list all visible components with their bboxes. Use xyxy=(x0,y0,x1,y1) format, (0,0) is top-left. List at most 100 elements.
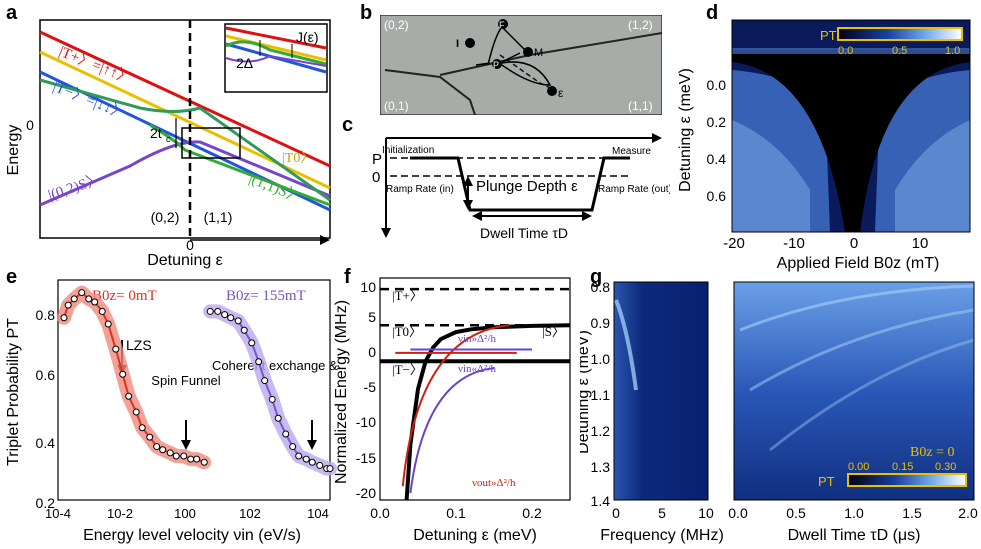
state-t0: |T0〉 xyxy=(282,150,314,166)
panel-e-chart: 0.4 0.2 0.6 0.8 10-4 10-2 100 102 104 Tr… xyxy=(5,279,338,544)
panel-b-label: b xyxy=(360,2,373,24)
f-ytick-0: 10 xyxy=(360,279,376,295)
e-point xyxy=(261,377,269,385)
colorbar-label: PT xyxy=(820,28,837,43)
e-point xyxy=(295,452,303,460)
f-ytick-1: 5 xyxy=(368,309,376,325)
f-xtick-0: 0.0 xyxy=(370,505,390,521)
label-f: F xyxy=(499,20,505,30)
g-field-label: B0z = 0 xyxy=(910,445,954,460)
e-point xyxy=(240,326,248,334)
e-point xyxy=(166,449,174,457)
e-point xyxy=(132,408,140,416)
e-point xyxy=(64,301,72,309)
f-xlabel: Detuning ε (meV) xyxy=(413,527,537,544)
g-ytick-4: 1.2 xyxy=(591,423,611,439)
g-cb-tick-1: 0.15 xyxy=(892,461,913,473)
cb-tick-0: 0.0 xyxy=(838,45,853,57)
f-ytick-4: -10 xyxy=(356,414,376,430)
f-ytick-2: 0 xyxy=(368,344,376,360)
g-xtick-r3: 1.5 xyxy=(902,505,922,521)
e-point xyxy=(85,295,93,303)
g-xlabel-left: Frequency (MHz) xyxy=(600,527,724,544)
e-point xyxy=(119,370,127,378)
f-ylabel: Normalized Energy (MHz) xyxy=(333,300,350,484)
e-point xyxy=(159,446,167,454)
g-xtick-r2: 1.0 xyxy=(844,505,864,521)
state-s02: |(0,2)S〉 xyxy=(46,171,104,204)
corner-12: (1,2) xyxy=(628,18,653,32)
e-point xyxy=(91,298,99,306)
init-label: Initialization xyxy=(382,145,434,156)
e-point xyxy=(193,455,201,463)
panel-g-maps: PT 0.00 0.15 0.30 B0z = 0 0.8 0.9 1.0 1.… xyxy=(580,279,978,544)
e-point xyxy=(274,414,282,422)
panel-a-xlabel: Detuning ε xyxy=(147,252,223,269)
d-ytick-0: 0.0 xyxy=(707,77,727,93)
e-point xyxy=(146,433,154,441)
level-zero: 0 xyxy=(372,169,380,186)
corner-01: (0,1) xyxy=(384,99,409,113)
e-point xyxy=(214,307,222,315)
g-ylabel: Detuning ε (meV) xyxy=(580,330,592,454)
e-xtick-3: 102 xyxy=(239,506,261,521)
g-xtick-l2: 10 xyxy=(698,505,714,521)
e-point xyxy=(125,392,133,400)
point-p xyxy=(492,59,502,69)
corner-11: (1,1) xyxy=(628,99,653,113)
e-point xyxy=(308,458,316,466)
e-point xyxy=(78,289,86,297)
g-xtick-l0: 0 xyxy=(612,505,620,521)
e-xtick-2: 100 xyxy=(174,506,196,521)
panel-e-label: e xyxy=(6,266,18,288)
panel-a-label: a xyxy=(6,2,18,24)
e-point xyxy=(60,314,68,322)
e-ylabel: Triplet Probability PT xyxy=(5,318,22,466)
label-i: I xyxy=(456,38,459,50)
label-m: M xyxy=(534,47,543,59)
g-colorbar xyxy=(847,473,967,487)
gap-label: 2t xyxy=(150,125,162,141)
e-point xyxy=(316,461,324,469)
e-legend-left: B0z= 0mT xyxy=(92,288,157,304)
panel-a-frame xyxy=(39,19,331,239)
gap-label-sub: c xyxy=(166,134,171,144)
e-ytick-0: 0.4 xyxy=(36,435,56,451)
annot-lzs: LZS xyxy=(126,337,152,353)
e-point xyxy=(98,307,106,315)
d-ytick-3: 0.6 xyxy=(707,188,727,204)
corner-02: (0,2) xyxy=(384,18,409,32)
inset-gap: 2Δ xyxy=(236,55,253,71)
panel-a-ytick: 0 xyxy=(26,117,34,133)
e-point xyxy=(70,295,78,303)
panel-a-xtick: 0 xyxy=(186,237,194,253)
e-point xyxy=(172,452,180,460)
point-i xyxy=(465,38,475,48)
e-point xyxy=(326,465,334,473)
panel-c-label: c xyxy=(342,114,354,136)
panel-a-diagram: Energy Detuning ε 0 0 (0,2) (1,1) 2t c 2… xyxy=(5,19,331,269)
label-p: P xyxy=(493,60,499,70)
point-f xyxy=(498,19,508,29)
annot-funnel: Spin Funnel xyxy=(151,373,220,388)
f-ytick-3: -5 xyxy=(364,379,377,395)
d-xlabel: Applied Field B0z (mT) xyxy=(777,255,940,272)
s11-upper-line xyxy=(39,78,331,202)
e-point xyxy=(268,395,276,403)
f-state-s: |S〉 xyxy=(542,324,565,339)
e-point xyxy=(221,311,229,319)
panel-d-label: d xyxy=(706,2,719,24)
cb-tick-1: 0.5 xyxy=(892,45,907,57)
label-eps: ε xyxy=(558,86,564,100)
g-ytick-2: 1.0 xyxy=(591,351,611,367)
e-xtick-1: 10-2 xyxy=(107,506,133,521)
f-out-label: νout»Δ²/h xyxy=(472,477,516,489)
d-xtick-0: -20 xyxy=(723,235,745,252)
f-red-trajectory xyxy=(401,324,510,487)
measure-label: Measure xyxy=(612,146,651,157)
e-legend-right: B0z= 155mT xyxy=(226,288,306,304)
g-ytick-3: 1.1 xyxy=(591,387,611,403)
ramp-out-label: Ramp Rate (out) xyxy=(598,184,670,195)
g-ytick-6: 1.4 xyxy=(591,493,611,509)
point-m xyxy=(523,47,533,57)
